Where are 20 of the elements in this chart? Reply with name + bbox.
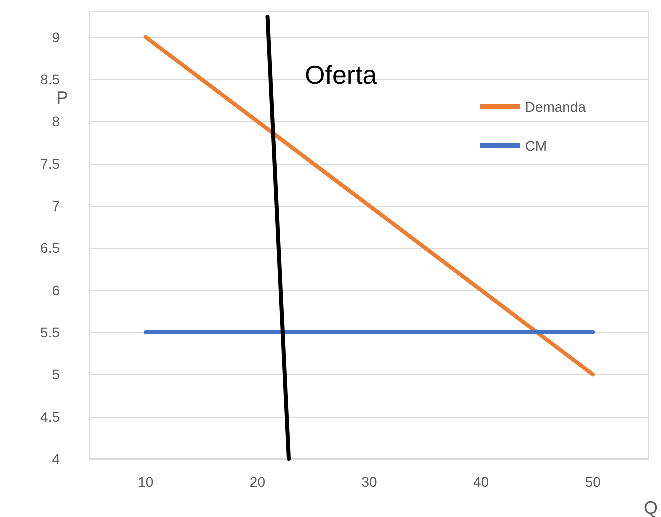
y-tick-label: 4 xyxy=(52,451,60,467)
y-tick-label: 9 xyxy=(52,29,60,46)
x-tick-label: 20 xyxy=(250,474,266,490)
y-tick-label: 7 xyxy=(52,198,60,214)
x-tick-label: 40 xyxy=(474,474,490,490)
y-axis-title: P xyxy=(56,88,69,108)
y-tick-label: 6 xyxy=(52,282,60,298)
x-tick-label: 10 xyxy=(138,474,154,490)
y-tick-label: 4.5 xyxy=(40,408,60,425)
y-tick-label: 6.5 xyxy=(40,240,60,256)
x-tick-label: 30 xyxy=(362,474,378,490)
y-tick-label: 7.5 xyxy=(40,156,60,172)
y-tick-label: 5.5 xyxy=(40,324,60,340)
annotation: Oferta xyxy=(305,60,378,90)
y-tick-label: 8 xyxy=(52,114,60,130)
x-tick-label: 50 xyxy=(585,474,602,490)
legend-label: Demanda xyxy=(525,99,586,115)
y-tick-label: 5 xyxy=(52,366,60,383)
y-tick-label: 8.5 xyxy=(40,71,60,88)
legend-label: CM xyxy=(525,138,548,154)
